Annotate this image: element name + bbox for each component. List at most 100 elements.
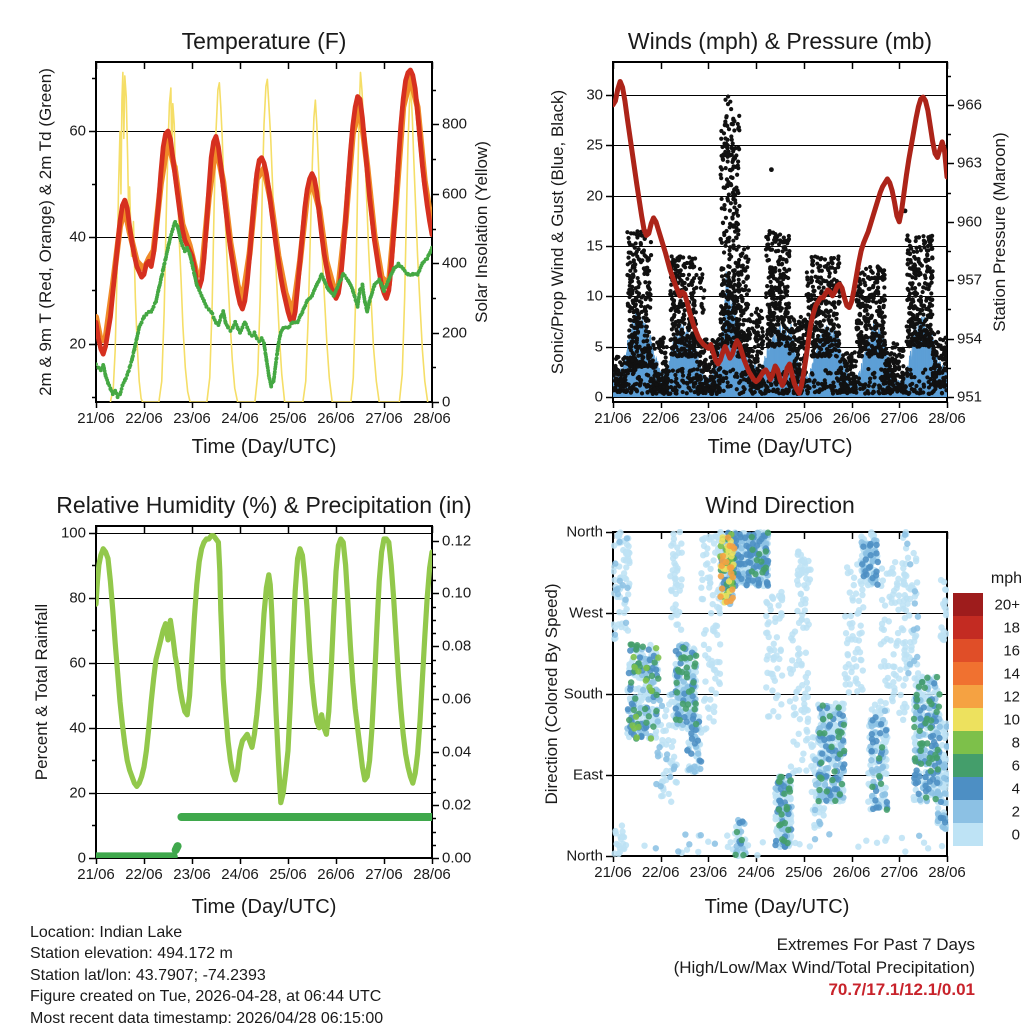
y-tick-left: 20 bbox=[586, 187, 603, 205]
colorbar-cell-14 bbox=[953, 662, 983, 685]
x-tick-24-06: 24/06 bbox=[737, 864, 775, 881]
x-tick-26-06: 26/06 bbox=[832, 410, 871, 427]
x-tick-24-06: 24/06 bbox=[221, 866, 259, 883]
y-label-solar-right: Solar Insolation (Yellow) bbox=[472, 141, 491, 323]
x-title-wind-direction: Time (Day/UTC) bbox=[704, 896, 850, 918]
y-tick-left: 10 bbox=[586, 287, 603, 305]
colorbar-cell-8 bbox=[953, 731, 983, 754]
extremes-block: Extremes For Past 7 Days (High/Low/Max W… bbox=[674, 934, 975, 1002]
x-tick-24-06: 24/06 bbox=[737, 410, 775, 427]
x-title-humidity: Time (Day/UTC) bbox=[191, 896, 337, 918]
x-tick-25-06: 25/06 bbox=[785, 410, 823, 427]
y-tick-left: South bbox=[563, 685, 603, 703]
y-tick-left: 20 bbox=[69, 784, 86, 802]
x-tick-26-06: 26/06 bbox=[832, 864, 871, 881]
x-tick-22-06: 22/06 bbox=[641, 864, 680, 881]
x-tick-21-06: 21/06 bbox=[594, 864, 632, 881]
y-tick-left: 25 bbox=[586, 136, 603, 154]
colorbar-cell-12 bbox=[953, 685, 983, 708]
chart-title-wind-direction: Wind Direction bbox=[705, 492, 855, 518]
figure-created: Figure created on Tue, 2026-04-28, at 06… bbox=[30, 988, 382, 1006]
y-tick-left: North bbox=[566, 523, 603, 541]
colorbar-cell-18 bbox=[953, 616, 983, 639]
colorbar-label-14: 14 bbox=[1003, 665, 1020, 682]
x-tick-27-06: 27/06 bbox=[365, 410, 403, 427]
x-tick-26-06: 26/06 bbox=[317, 410, 355, 427]
x-tick-27-06: 27/06 bbox=[880, 864, 919, 881]
colorbar-label-6: 6 bbox=[1011, 757, 1020, 774]
y-tick-left: 60 bbox=[69, 122, 86, 140]
colorbar-cell-20+ bbox=[953, 593, 983, 616]
y-tick-left: 30 bbox=[586, 86, 603, 104]
station-latlon: Station lat/lon: 43.7907; -74.2393 bbox=[30, 966, 266, 984]
colorbar-label-10: 10 bbox=[1003, 711, 1020, 728]
x-tick-25-06: 25/06 bbox=[785, 864, 823, 881]
colorbar-label-8: 8 bbox=[1011, 734, 1020, 751]
y-tick-right: 0.06 bbox=[442, 690, 472, 708]
colorbar-cell-10 bbox=[953, 708, 983, 731]
y-tick-right: 0 bbox=[442, 393, 451, 411]
y-tick-right: 0.00 bbox=[442, 849, 472, 867]
chart-title-humidity-precip: Relative Humidity (%) & Precipitation (i… bbox=[56, 492, 472, 518]
x-tick-25-06: 25/06 bbox=[269, 410, 307, 427]
x-tick-26-06: 26/06 bbox=[317, 866, 355, 883]
y-tick-left: 80 bbox=[69, 589, 86, 607]
y-tick-right: 800 bbox=[442, 115, 468, 133]
x-tick-23-06: 23/06 bbox=[173, 866, 211, 883]
chart-title-temperature: Temperature (F) bbox=[181, 28, 347, 54]
station-elevation: Station elevation: 494.172 m bbox=[30, 945, 233, 963]
y-tick-left: 40 bbox=[69, 228, 86, 246]
y-tick-right: 0.08 bbox=[442, 637, 472, 655]
y-tick-right: 400 bbox=[442, 254, 468, 272]
y-label-pressure-right: Station Pressure (Maroon) bbox=[990, 132, 1009, 332]
y-tick-left: West bbox=[569, 604, 603, 622]
colorbar-label-16: 16 bbox=[1003, 642, 1020, 659]
extremes-values: 70.7/17.1/12.1/0.01 bbox=[828, 980, 975, 999]
extremes-title: Extremes For Past 7 Days bbox=[776, 935, 975, 954]
x-tick-23-06: 23/06 bbox=[173, 410, 211, 427]
y-tick-left: 20 bbox=[69, 335, 86, 353]
recent-data-timestamp: Most recent data timestamp: 2026/04/28 0… bbox=[30, 1009, 384, 1024]
station-info-block: Location: Indian Lake Station elevation:… bbox=[30, 922, 383, 1024]
x-tick-27-06: 27/06 bbox=[880, 410, 919, 427]
x-tick-23-06: 23/06 bbox=[689, 864, 728, 881]
y-tick-left: 5 bbox=[594, 338, 603, 356]
colorbar-cell-6 bbox=[953, 754, 983, 777]
y-tick-right: 963 bbox=[957, 154, 983, 172]
y-tick-right: 0.12 bbox=[442, 532, 472, 550]
x-tick-22-06: 22/06 bbox=[125, 866, 163, 883]
y-tick-left: 40 bbox=[69, 719, 86, 737]
y-tick-left: 100 bbox=[60, 524, 86, 541]
y-tick-left: 60 bbox=[69, 654, 86, 672]
colorbar-cell-16 bbox=[953, 639, 983, 662]
x-tick-28-06: 28/06 bbox=[413, 410, 451, 427]
x-tick-21-06: 21/06 bbox=[77, 866, 115, 883]
y-label-direction-left: Direction (Colored By Speed) bbox=[542, 583, 561, 805]
y-tick-right: 0.04 bbox=[442, 743, 472, 761]
colorbar-label-20+: 20+ bbox=[994, 596, 1020, 613]
x-tick-28-06: 28/06 bbox=[928, 410, 966, 427]
x-tick-24-06: 24/06 bbox=[221, 410, 259, 427]
y-tick-right: 0.02 bbox=[442, 796, 472, 814]
y-label-humidity-left: Percent & Total Rainfall bbox=[32, 603, 51, 781]
y-tick-left: East bbox=[572, 766, 603, 784]
colorbar-cell-2 bbox=[953, 800, 983, 823]
station-location: Location: Indian Lake bbox=[30, 924, 183, 941]
y-tick-right: 957 bbox=[957, 271, 983, 289]
x-tick-28-06: 28/06 bbox=[413, 866, 451, 883]
y-tick-right: 951 bbox=[957, 388, 983, 406]
y-label-temperature-left: 2m & 9m T (Red, Orange) & 2m Td (Green) bbox=[36, 68, 55, 396]
x-tick-22-06: 22/06 bbox=[125, 410, 163, 427]
y-tick-right: 954 bbox=[957, 330, 983, 348]
colorbar-label-18: 18 bbox=[1003, 619, 1020, 636]
x-title-winds: Time (Day/UTC) bbox=[707, 436, 853, 458]
x-tick-28-06: 28/06 bbox=[928, 864, 966, 881]
y-tick-left: 0 bbox=[77, 849, 86, 867]
x-tick-21-06: 21/06 bbox=[594, 410, 632, 427]
colorbar-label-4: 4 bbox=[1011, 780, 1020, 797]
x-tick-27-06: 27/06 bbox=[365, 866, 403, 883]
y-tick-left: North bbox=[566, 847, 603, 865]
colorbar-cell-0 bbox=[953, 823, 983, 846]
